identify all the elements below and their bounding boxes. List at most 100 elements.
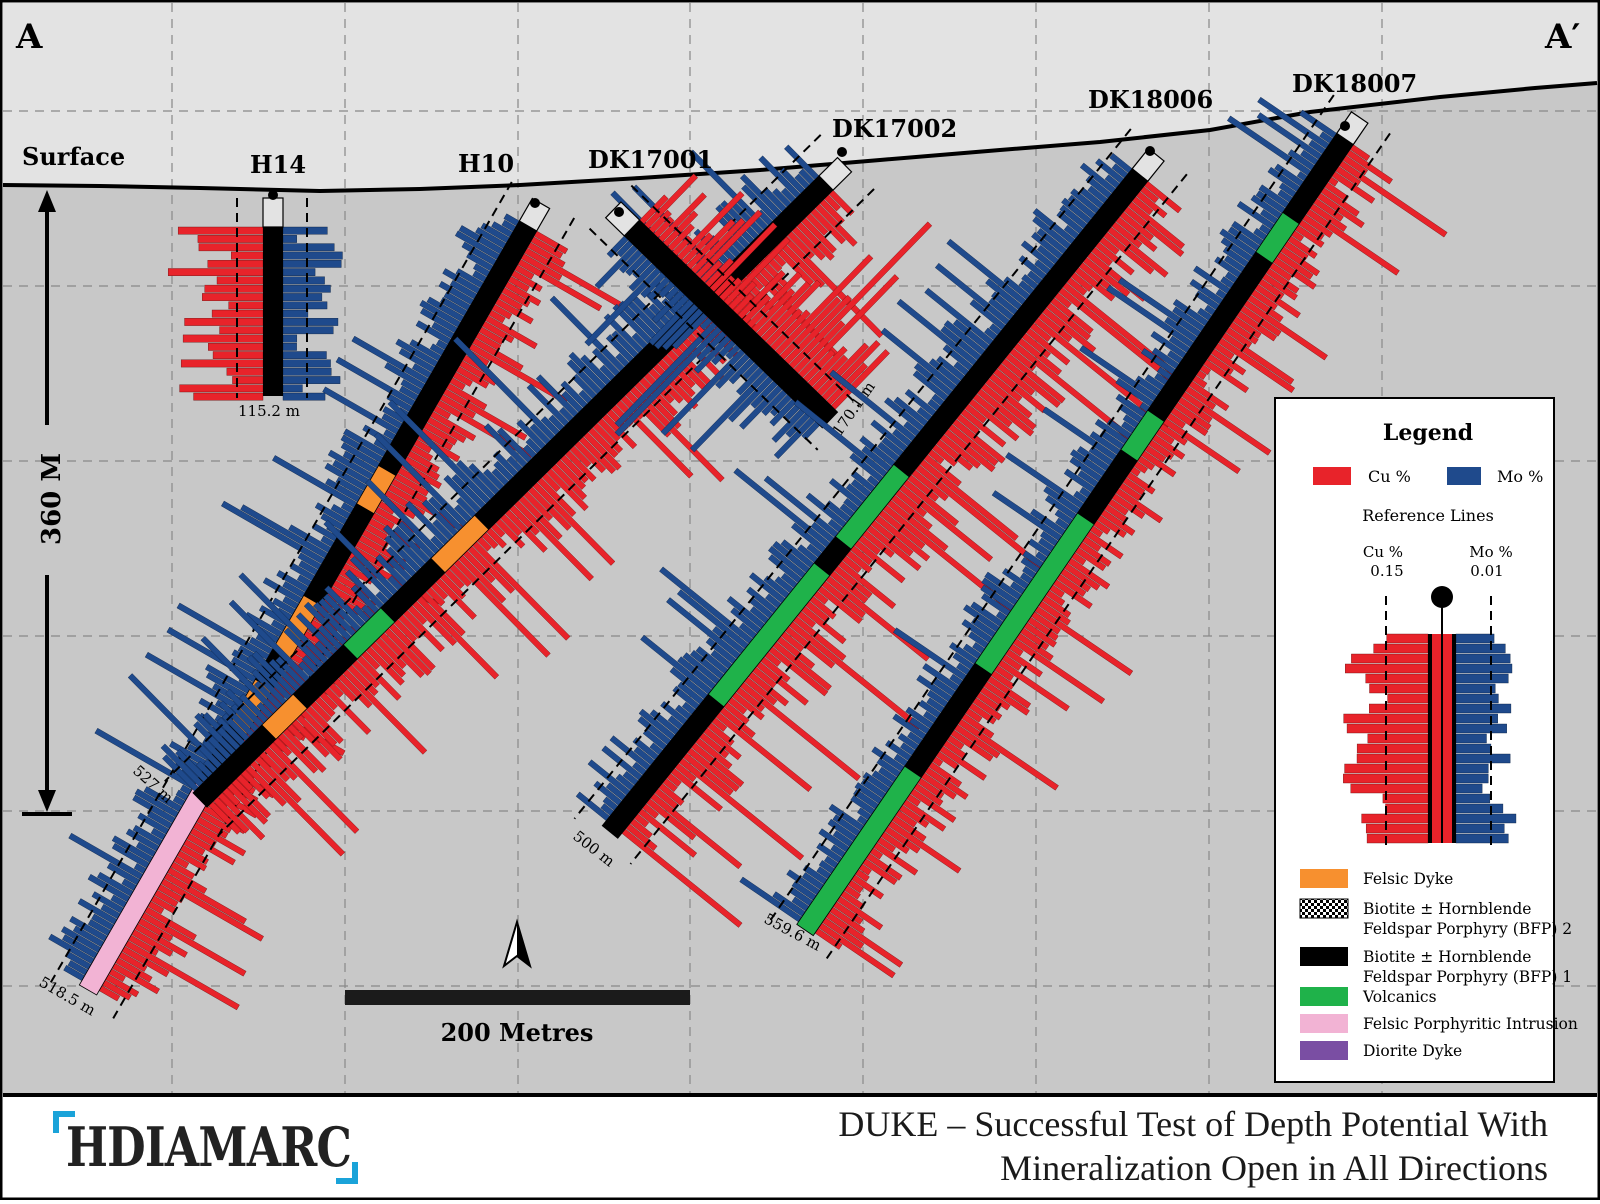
hole-label-h14: H14 bbox=[250, 150, 306, 179]
arrow-down-icon bbox=[38, 790, 56, 812]
mo-assay-bar bbox=[1455, 763, 1489, 774]
legend-swatch bbox=[1300, 1014, 1348, 1033]
cu-assay-bar bbox=[1346, 723, 1429, 734]
legend-ref-mo-value: 0.01 bbox=[1470, 562, 1503, 580]
mo-assay-bar bbox=[1455, 803, 1504, 814]
legend-swatch bbox=[1300, 1041, 1348, 1060]
section-start-label: A bbox=[15, 17, 43, 57]
cu-assay-bar bbox=[1387, 693, 1429, 704]
reference-line bbox=[573, 128, 1132, 820]
legend-swatch bbox=[1299, 898, 1349, 919]
sky-area bbox=[3, 3, 1597, 191]
legend-mo-label: Mo % bbox=[1497, 467, 1543, 486]
hole-label-h10: H10 bbox=[458, 149, 514, 178]
collar-stub bbox=[262, 197, 284, 228]
mo-assay-bar bbox=[282, 293, 323, 301]
mo-assay-bar bbox=[282, 318, 339, 326]
figure-title-line-1: DUKE – Successful Test of Depth Potentia… bbox=[838, 1104, 1548, 1144]
mo-assay-bar bbox=[1455, 693, 1499, 704]
mo-assay-bar bbox=[1455, 723, 1507, 734]
legend-ref-mo-label: Mo % bbox=[1469, 543, 1512, 561]
surface-label: Surface bbox=[22, 142, 125, 171]
legend-reference-title: Reference Lines bbox=[1362, 506, 1494, 525]
mo-assay-bar bbox=[1455, 633, 1495, 644]
logo-text: HDIAMARC bbox=[66, 1115, 351, 1179]
legend-swatch bbox=[1300, 869, 1348, 888]
cu-assay-bar bbox=[1356, 753, 1429, 764]
mo-assay-bar bbox=[282, 243, 335, 252]
cu-assay-bar bbox=[204, 284, 264, 293]
hole-label-dk18007: DK18007 bbox=[1292, 69, 1417, 98]
lithology-interval bbox=[263, 227, 283, 396]
cu-assay-bar bbox=[1351, 653, 1429, 664]
cu-assay-bar bbox=[202, 293, 264, 301]
legend-mo-swatch bbox=[1447, 467, 1481, 485]
cu-assay-bar bbox=[177, 226, 264, 235]
mo-assay-bar bbox=[1455, 753, 1511, 764]
legend-ref-cu-label: Cu % bbox=[1363, 543, 1403, 561]
cu-assay-bar bbox=[1350, 783, 1429, 794]
mo-assay-bar bbox=[282, 251, 343, 260]
collar-dot-icon bbox=[530, 198, 540, 208]
mo-assay-bar bbox=[282, 301, 328, 310]
mo-assay-bar bbox=[1455, 643, 1506, 654]
cu-assay-bar bbox=[179, 384, 264, 393]
arrow-up-icon bbox=[38, 190, 56, 212]
mo-assay-bar bbox=[1455, 683, 1496, 694]
mo-assay-bar bbox=[282, 376, 341, 384]
collar-stub bbox=[818, 156, 853, 191]
drill-hole-h14: H14 115.2 m bbox=[167, 150, 343, 420]
mo-assay-bar bbox=[1455, 663, 1513, 674]
cu-assay-bar bbox=[167, 268, 264, 277]
section-end-label: A′ bbox=[1544, 17, 1580, 57]
surface-line bbox=[2, 81, 1598, 194]
legend: Legend Cu % Mo % Reference Lines Cu % 0.… bbox=[1274, 397, 1578, 1083]
hole-label-dk18006: DK18006 bbox=[1088, 85, 1213, 114]
cu-assay-bar bbox=[1365, 673, 1429, 684]
collar-stub bbox=[604, 201, 641, 237]
legend-item-label: Volcanics bbox=[1362, 988, 1437, 1006]
mo-assay-bar bbox=[282, 392, 326, 401]
collar-dot-icon bbox=[614, 207, 624, 217]
cu-assay-bar bbox=[1366, 833, 1429, 844]
hole-label-dk17001: DK17001 bbox=[588, 145, 713, 174]
mo-assay-bar bbox=[282, 384, 303, 393]
reference-line bbox=[49, 181, 513, 983]
figure-title: DUKE – Successful Test of Depth Potentia… bbox=[838, 1102, 1548, 1190]
legend-swatch bbox=[1300, 987, 1348, 1006]
scale-bar-label: 200 Metres bbox=[441, 1018, 594, 1047]
mo-assay-bar bbox=[282, 268, 316, 277]
cu-assay-bar bbox=[1369, 683, 1429, 694]
mo-assay-bar bbox=[1455, 653, 1511, 664]
cu-assay-bar bbox=[216, 276, 264, 285]
cu-assay-bar bbox=[180, 359, 264, 368]
collar-dot-icon bbox=[1431, 586, 1453, 608]
mo-assay-bar bbox=[282, 235, 297, 243]
legend-cu-swatch bbox=[1313, 467, 1351, 485]
mo-assay-bar bbox=[1455, 793, 1491, 804]
cu-assay-bar bbox=[193, 392, 264, 401]
lithology-interval bbox=[192, 724, 277, 808]
mo-assay-bar bbox=[282, 326, 334, 335]
lithology-interval bbox=[601, 693, 725, 839]
mo-assay-bar bbox=[282, 226, 328, 235]
cu-assay-bar bbox=[1367, 733, 1429, 744]
cu-assay-bar bbox=[1365, 823, 1429, 834]
reference-line bbox=[769, 94, 1335, 922]
cu-assay-bar bbox=[1382, 793, 1429, 804]
cu-assay-bar bbox=[212, 351, 264, 360]
collar-dot-icon bbox=[1340, 121, 1350, 131]
cu-assay-bar bbox=[1385, 803, 1429, 814]
legend-ref-cu-value: 0.15 bbox=[1370, 562, 1403, 580]
cu-assay-bar bbox=[1361, 813, 1429, 824]
reference-line bbox=[629, 173, 1188, 865]
mo-assay-bar bbox=[282, 260, 342, 268]
depth-label: 115.2 m bbox=[238, 402, 300, 420]
vertical-scale-label: 360 M bbox=[37, 453, 67, 545]
cu-assay-bar bbox=[207, 260, 264, 268]
legend-item-label: Diorite Dyke bbox=[1363, 1042, 1462, 1060]
mo-assay-bar bbox=[1455, 823, 1505, 834]
mo-assay-bar bbox=[1455, 773, 1489, 784]
